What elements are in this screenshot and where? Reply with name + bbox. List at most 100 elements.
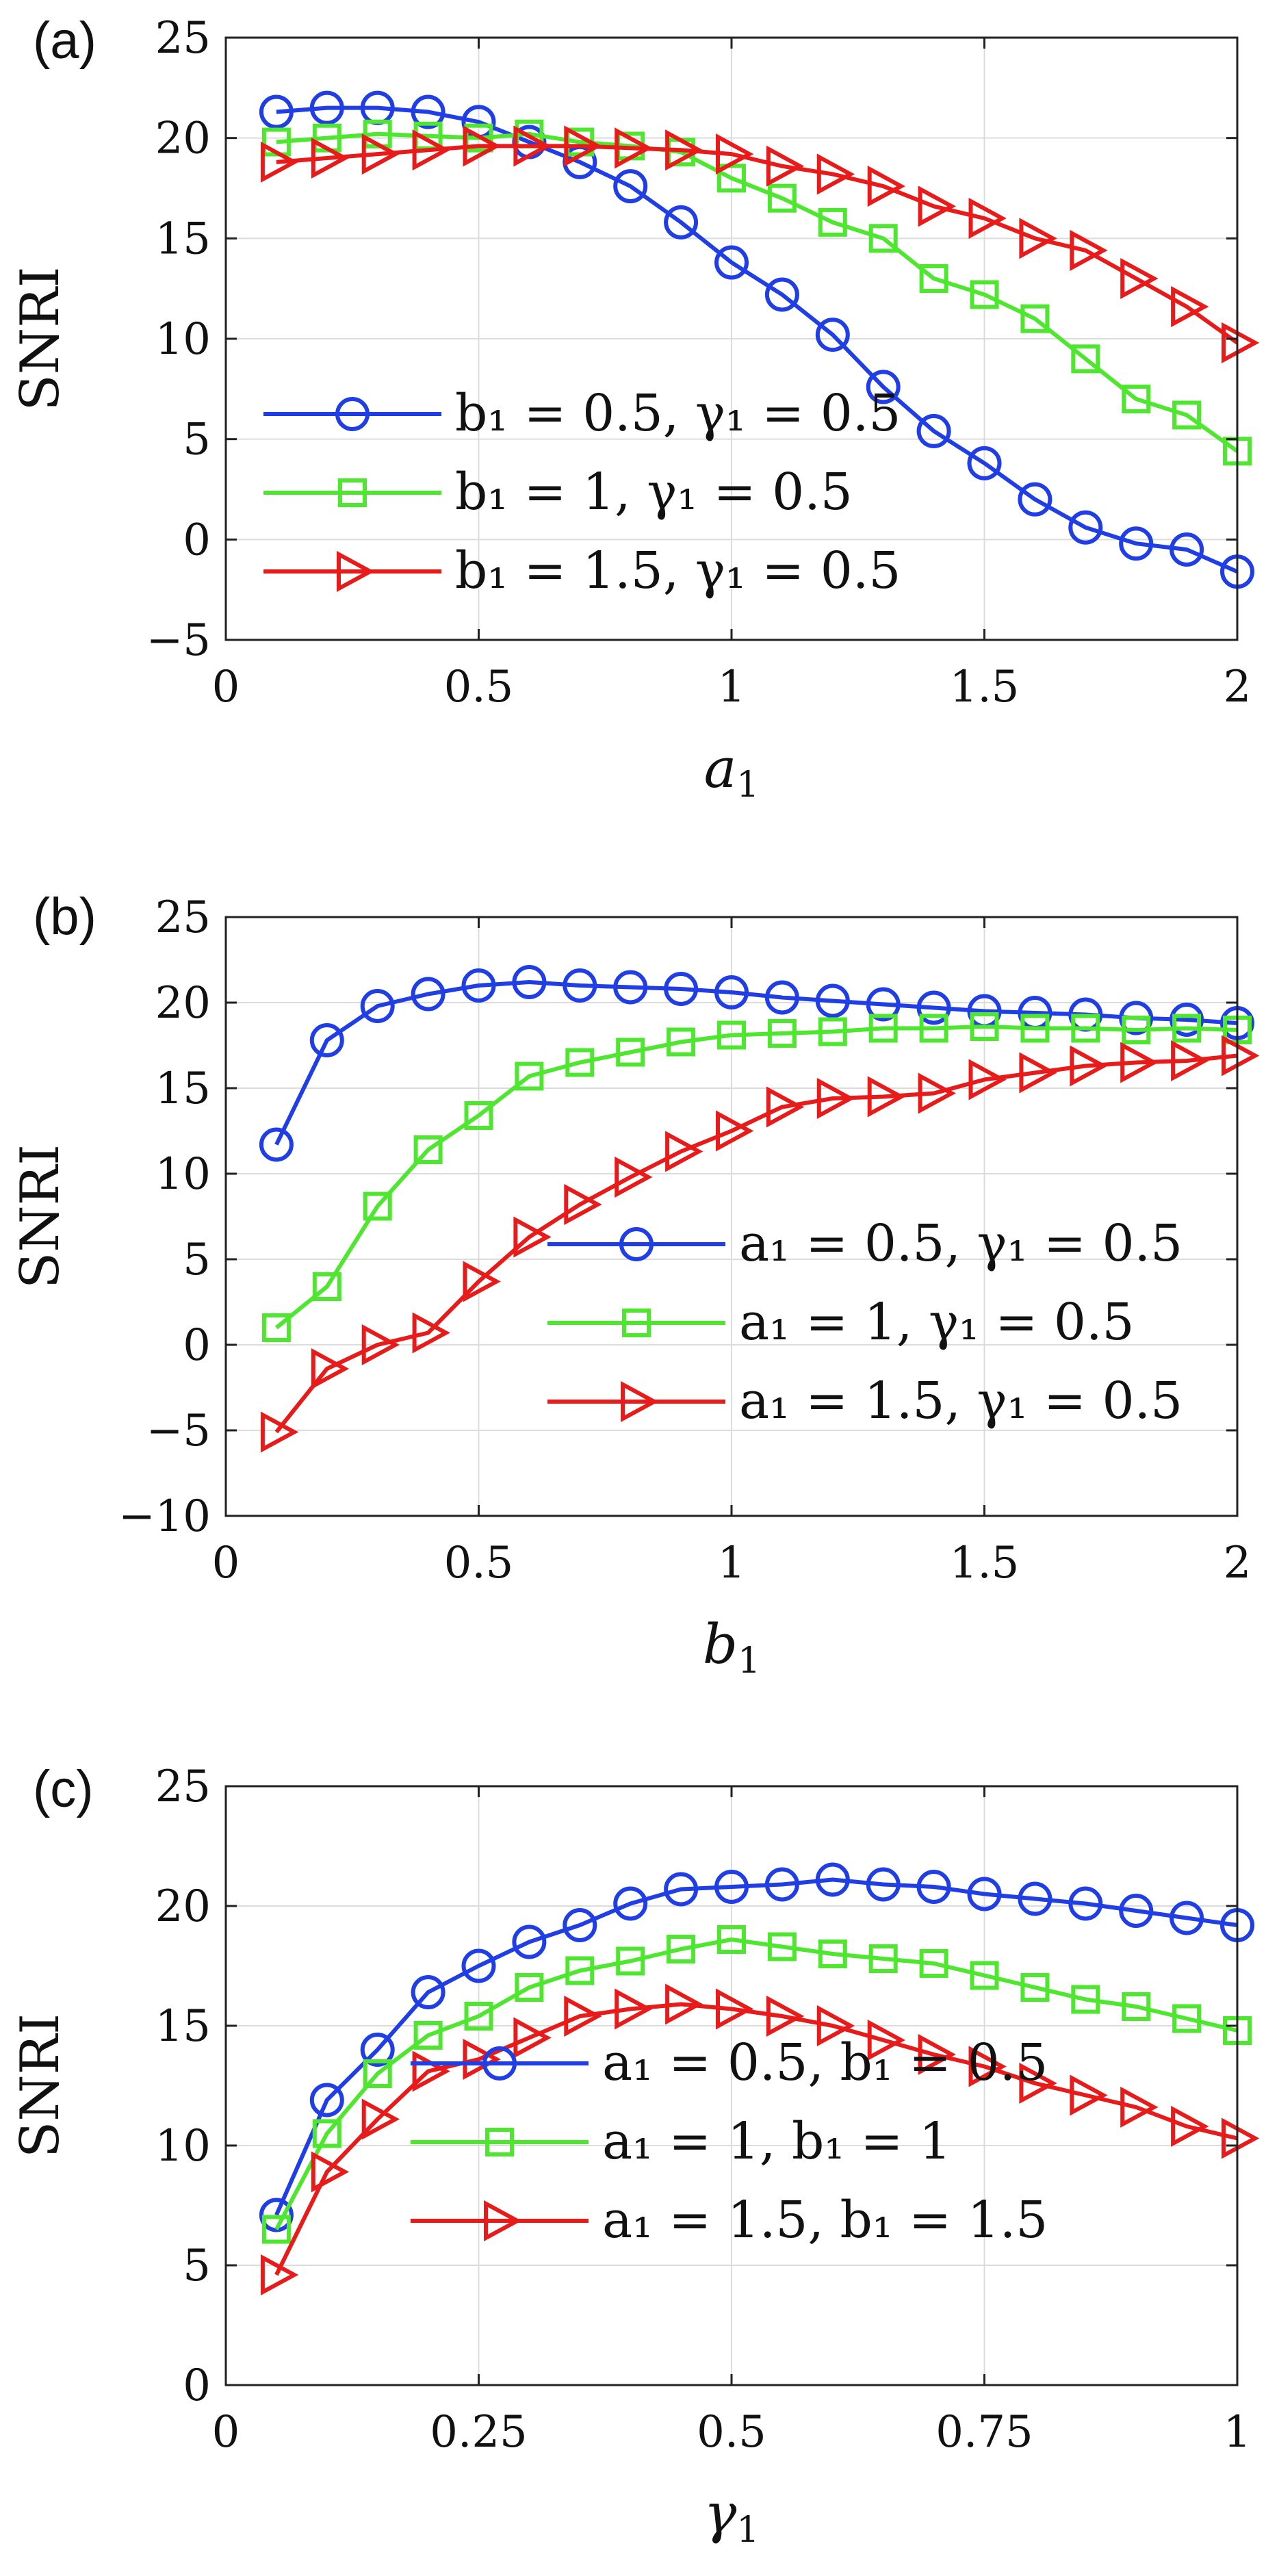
x-tick-label: 1.5 — [950, 1538, 1020, 1588]
data-point — [970, 1012, 999, 1041]
data-point — [309, 1023, 344, 1057]
legend-label: a₁ = 1, b₁ = 1 — [602, 2112, 951, 2171]
data-point — [515, 1973, 544, 2002]
data-point — [1222, 322, 1260, 363]
x-axis-label-main: γ — [704, 2482, 737, 2545]
data-point — [664, 205, 699, 240]
panel-label: (b) — [33, 888, 96, 946]
data-point — [312, 2119, 341, 2148]
data-point — [463, 125, 501, 167]
data-point — [1122, 385, 1151, 413]
data-point — [916, 990, 951, 1025]
data-point — [360, 2033, 395, 2067]
series-line — [276, 131, 1239, 453]
series-line — [274, 1937, 1238, 2230]
data-point — [309, 2083, 344, 2117]
legend-marker — [622, 1309, 651, 1337]
x-tick-label: 0.5 — [444, 662, 514, 712]
legend-marker — [485, 2128, 514, 2156]
y-tick-label: 10 — [155, 314, 211, 365]
data-point — [1071, 1985, 1100, 2014]
data-point — [1020, 1973, 1050, 2002]
x-tick-label: 1 — [718, 1538, 746, 1588]
x-tick-label: 0.5 — [444, 1538, 514, 1588]
y-tick-label: 10 — [155, 1149, 211, 1200]
data-point — [565, 1956, 595, 1985]
series-line — [276, 144, 1239, 345]
data-point — [1020, 1014, 1050, 1043]
x-tick-label: 2 — [1224, 662, 1252, 712]
y-tick-label: 20 — [155, 1881, 211, 1932]
data-point — [665, 129, 703, 171]
series-line — [274, 1053, 1238, 1434]
x-axis-label-subscript: 1 — [736, 764, 759, 806]
data-point — [1119, 1894, 1154, 1928]
data-point — [411, 1975, 445, 2009]
data-point — [816, 1077, 855, 1120]
data-point — [867, 2019, 905, 2061]
y-tick-label: −5 — [146, 1406, 211, 1456]
data-point — [361, 2098, 400, 2140]
data-point — [1071, 1014, 1100, 1043]
data-point — [613, 970, 648, 1005]
series-3 — [260, 1983, 1260, 2296]
data-point — [1222, 1035, 1260, 1077]
data-point — [1120, 257, 1159, 300]
x-axis-label: γ1 — [704, 2482, 760, 2551]
legend-marker — [338, 478, 367, 507]
y-tick-label: −5 — [146, 615, 211, 666]
x-axis-label-subscript: 1 — [738, 1640, 760, 1682]
legend-marker — [482, 2046, 517, 2081]
data-point — [260, 1411, 299, 1453]
data-point — [764, 1867, 799, 1902]
data-point — [716, 133, 754, 175]
legend-label: a₁ = 1.5, γ₁ = 0.5 — [739, 1371, 1183, 1430]
data-point — [967, 446, 1002, 480]
series-2 — [261, 1012, 1252, 1342]
x-tick-label: 0.25 — [430, 2407, 528, 2458]
x-axis-label: a1 — [704, 736, 760, 806]
legend-label: a₁ = 0.5, b₁ = 0.5 — [602, 2033, 1048, 2092]
data-point — [866, 1867, 901, 1902]
data-point — [970, 1961, 999, 1990]
data-point — [767, 1019, 797, 1048]
data-point — [613, 1886, 648, 1921]
data-point — [1119, 526, 1154, 561]
data-point — [1070, 2074, 1108, 2116]
data-point — [411, 94, 445, 129]
data-point — [1170, 1003, 1204, 1037]
x-tick-label: 0 — [212, 662, 240, 712]
y-tick-label: 5 — [183, 2241, 211, 2291]
x-tick-label: 1 — [1224, 2407, 1252, 2458]
data-point — [714, 245, 749, 280]
data-point — [916, 413, 951, 448]
data-point — [564, 1995, 602, 2037]
data-point — [1020, 304, 1050, 333]
data-point — [565, 1048, 595, 1077]
data-point — [461, 1948, 496, 1983]
data-point — [664, 972, 699, 1006]
data-point — [512, 965, 547, 999]
data-point — [818, 1940, 847, 1968]
data-point — [615, 1156, 653, 1198]
data-point — [412, 129, 450, 171]
data-point — [1018, 1881, 1052, 1916]
data-point — [868, 1944, 898, 1973]
data-point — [968, 1059, 1007, 1100]
legend-marker — [619, 1227, 654, 1261]
y-tick-label: 0 — [183, 1320, 211, 1371]
data-point — [259, 2198, 294, 2232]
data-point — [815, 318, 850, 352]
data-point — [311, 2151, 350, 2193]
data-point — [260, 2254, 299, 2296]
data-point — [461, 968, 496, 1003]
legend-marker — [621, 1380, 659, 1423]
data-point — [815, 1862, 850, 1897]
data-point — [1019, 2062, 1057, 2104]
data-point — [564, 1183, 602, 1226]
data-point — [312, 1272, 341, 1301]
data-point — [1172, 2004, 1202, 2033]
data-point — [767, 183, 797, 213]
x-tick-label: 2 — [1224, 1538, 1252, 1588]
